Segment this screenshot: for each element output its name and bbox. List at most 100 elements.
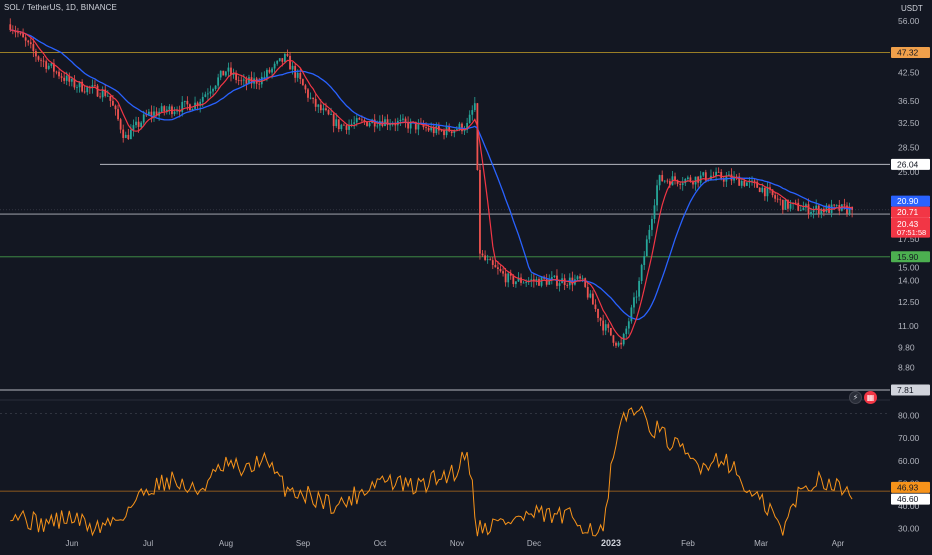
candle-body: [263, 76, 266, 78]
candle: [779, 197, 782, 206]
candle: [91, 79, 94, 94]
candle-body: [550, 277, 553, 280]
candle: [722, 175, 725, 187]
candle: [173, 106, 176, 117]
candle-body: [784, 199, 787, 210]
candle: [615, 341, 617, 349]
candle: [124, 131, 127, 139]
candle-body: [122, 129, 125, 138]
candle: [563, 274, 566, 291]
candle: [81, 79, 84, 93]
candle: [219, 70, 222, 81]
candle-body: [181, 101, 184, 112]
candle: [40, 57, 42, 67]
candle-body: [355, 118, 358, 123]
price-tick-label: 25.00: [898, 167, 920, 177]
candle: [591, 290, 594, 305]
candle: [119, 117, 122, 134]
us-flag-icon[interactable]: ▦: [864, 391, 877, 404]
event-icon[interactable]: ⚡: [849, 391, 862, 404]
candle-body: [127, 134, 130, 140]
candle-body: [186, 100, 189, 105]
candle: [471, 105, 474, 121]
candle-body: [101, 89, 104, 98]
candle: [745, 181, 748, 187]
candle-body: [681, 183, 684, 185]
candle-body: [668, 181, 671, 186]
candle-body: [407, 121, 409, 129]
candle-body: [199, 101, 202, 106]
candle: [117, 104, 119, 122]
candle-body: [191, 108, 194, 111]
candle: [237, 76, 240, 86]
candle-body: [183, 100, 186, 102]
candle: [29, 37, 32, 49]
candle: [327, 109, 330, 116]
candle: [635, 290, 638, 304]
candle: [620, 337, 623, 349]
candle-body: [196, 102, 199, 106]
candle-body: [643, 256, 646, 265]
candle: [307, 87, 309, 102]
currency-label[interactable]: USDT: [901, 4, 923, 13]
candle-body: [9, 24, 12, 31]
candle: [204, 91, 207, 98]
candle-body: [129, 129, 132, 140]
candle: [633, 292, 635, 314]
candle: [132, 119, 135, 137]
candle-body: [658, 175, 661, 186]
candle: [504, 267, 507, 287]
candle: [106, 90, 109, 97]
symbol-title[interactable]: SOL / TetherUS, 1D, BINANCE: [4, 3, 117, 12]
candle: [227, 62, 230, 77]
candle: [774, 191, 777, 203]
candle-body: [525, 282, 528, 283]
candle-body: [24, 37, 27, 41]
candle-body: [430, 127, 433, 131]
candle: [668, 178, 671, 188]
x-tick-label: Sep: [296, 539, 311, 548]
candle-body: [679, 183, 682, 185]
candle: [638, 277, 640, 301]
candle: [76, 84, 78, 93]
candle: [150, 105, 153, 123]
candle: [625, 325, 628, 338]
candle: [584, 277, 587, 289]
candle-body: [458, 123, 461, 130]
candle-body: [248, 77, 250, 84]
level-tag-47: 47.32: [897, 47, 919, 57]
candle-body: [566, 285, 569, 286]
candle: [322, 103, 325, 116]
candle-body: [235, 72, 238, 81]
candle-body: [692, 181, 694, 185]
candle-body: [548, 279, 551, 285]
candle: [743, 177, 746, 188]
candle-body: [738, 176, 741, 186]
candle-body: [620, 342, 623, 345]
price-tick-label: 14.00: [898, 276, 920, 286]
candle-body: [591, 293, 594, 305]
candle-body: [155, 111, 158, 116]
candle-body: [314, 98, 317, 107]
candle: [291, 62, 294, 75]
candle: [604, 319, 607, 336]
candle: [27, 39, 30, 46]
candle: [704, 169, 707, 183]
candle: [851, 206, 854, 218]
candle-body: [704, 172, 707, 181]
candle-body: [386, 119, 389, 125]
candle-body: [391, 124, 394, 125]
candle-body: [237, 80, 240, 81]
price-tick-label: 9.80: [898, 342, 915, 352]
price-tick-label: 8.80: [898, 363, 915, 373]
candle-body: [802, 207, 805, 211]
candle: [168, 104, 171, 115]
candle: [586, 281, 589, 300]
candle-body: [512, 275, 515, 285]
x-tick-label: Mar: [754, 539, 768, 548]
candle-body: [530, 279, 533, 281]
candle-body: [607, 324, 610, 328]
candle: [468, 110, 471, 124]
candle-body: [217, 77, 220, 86]
